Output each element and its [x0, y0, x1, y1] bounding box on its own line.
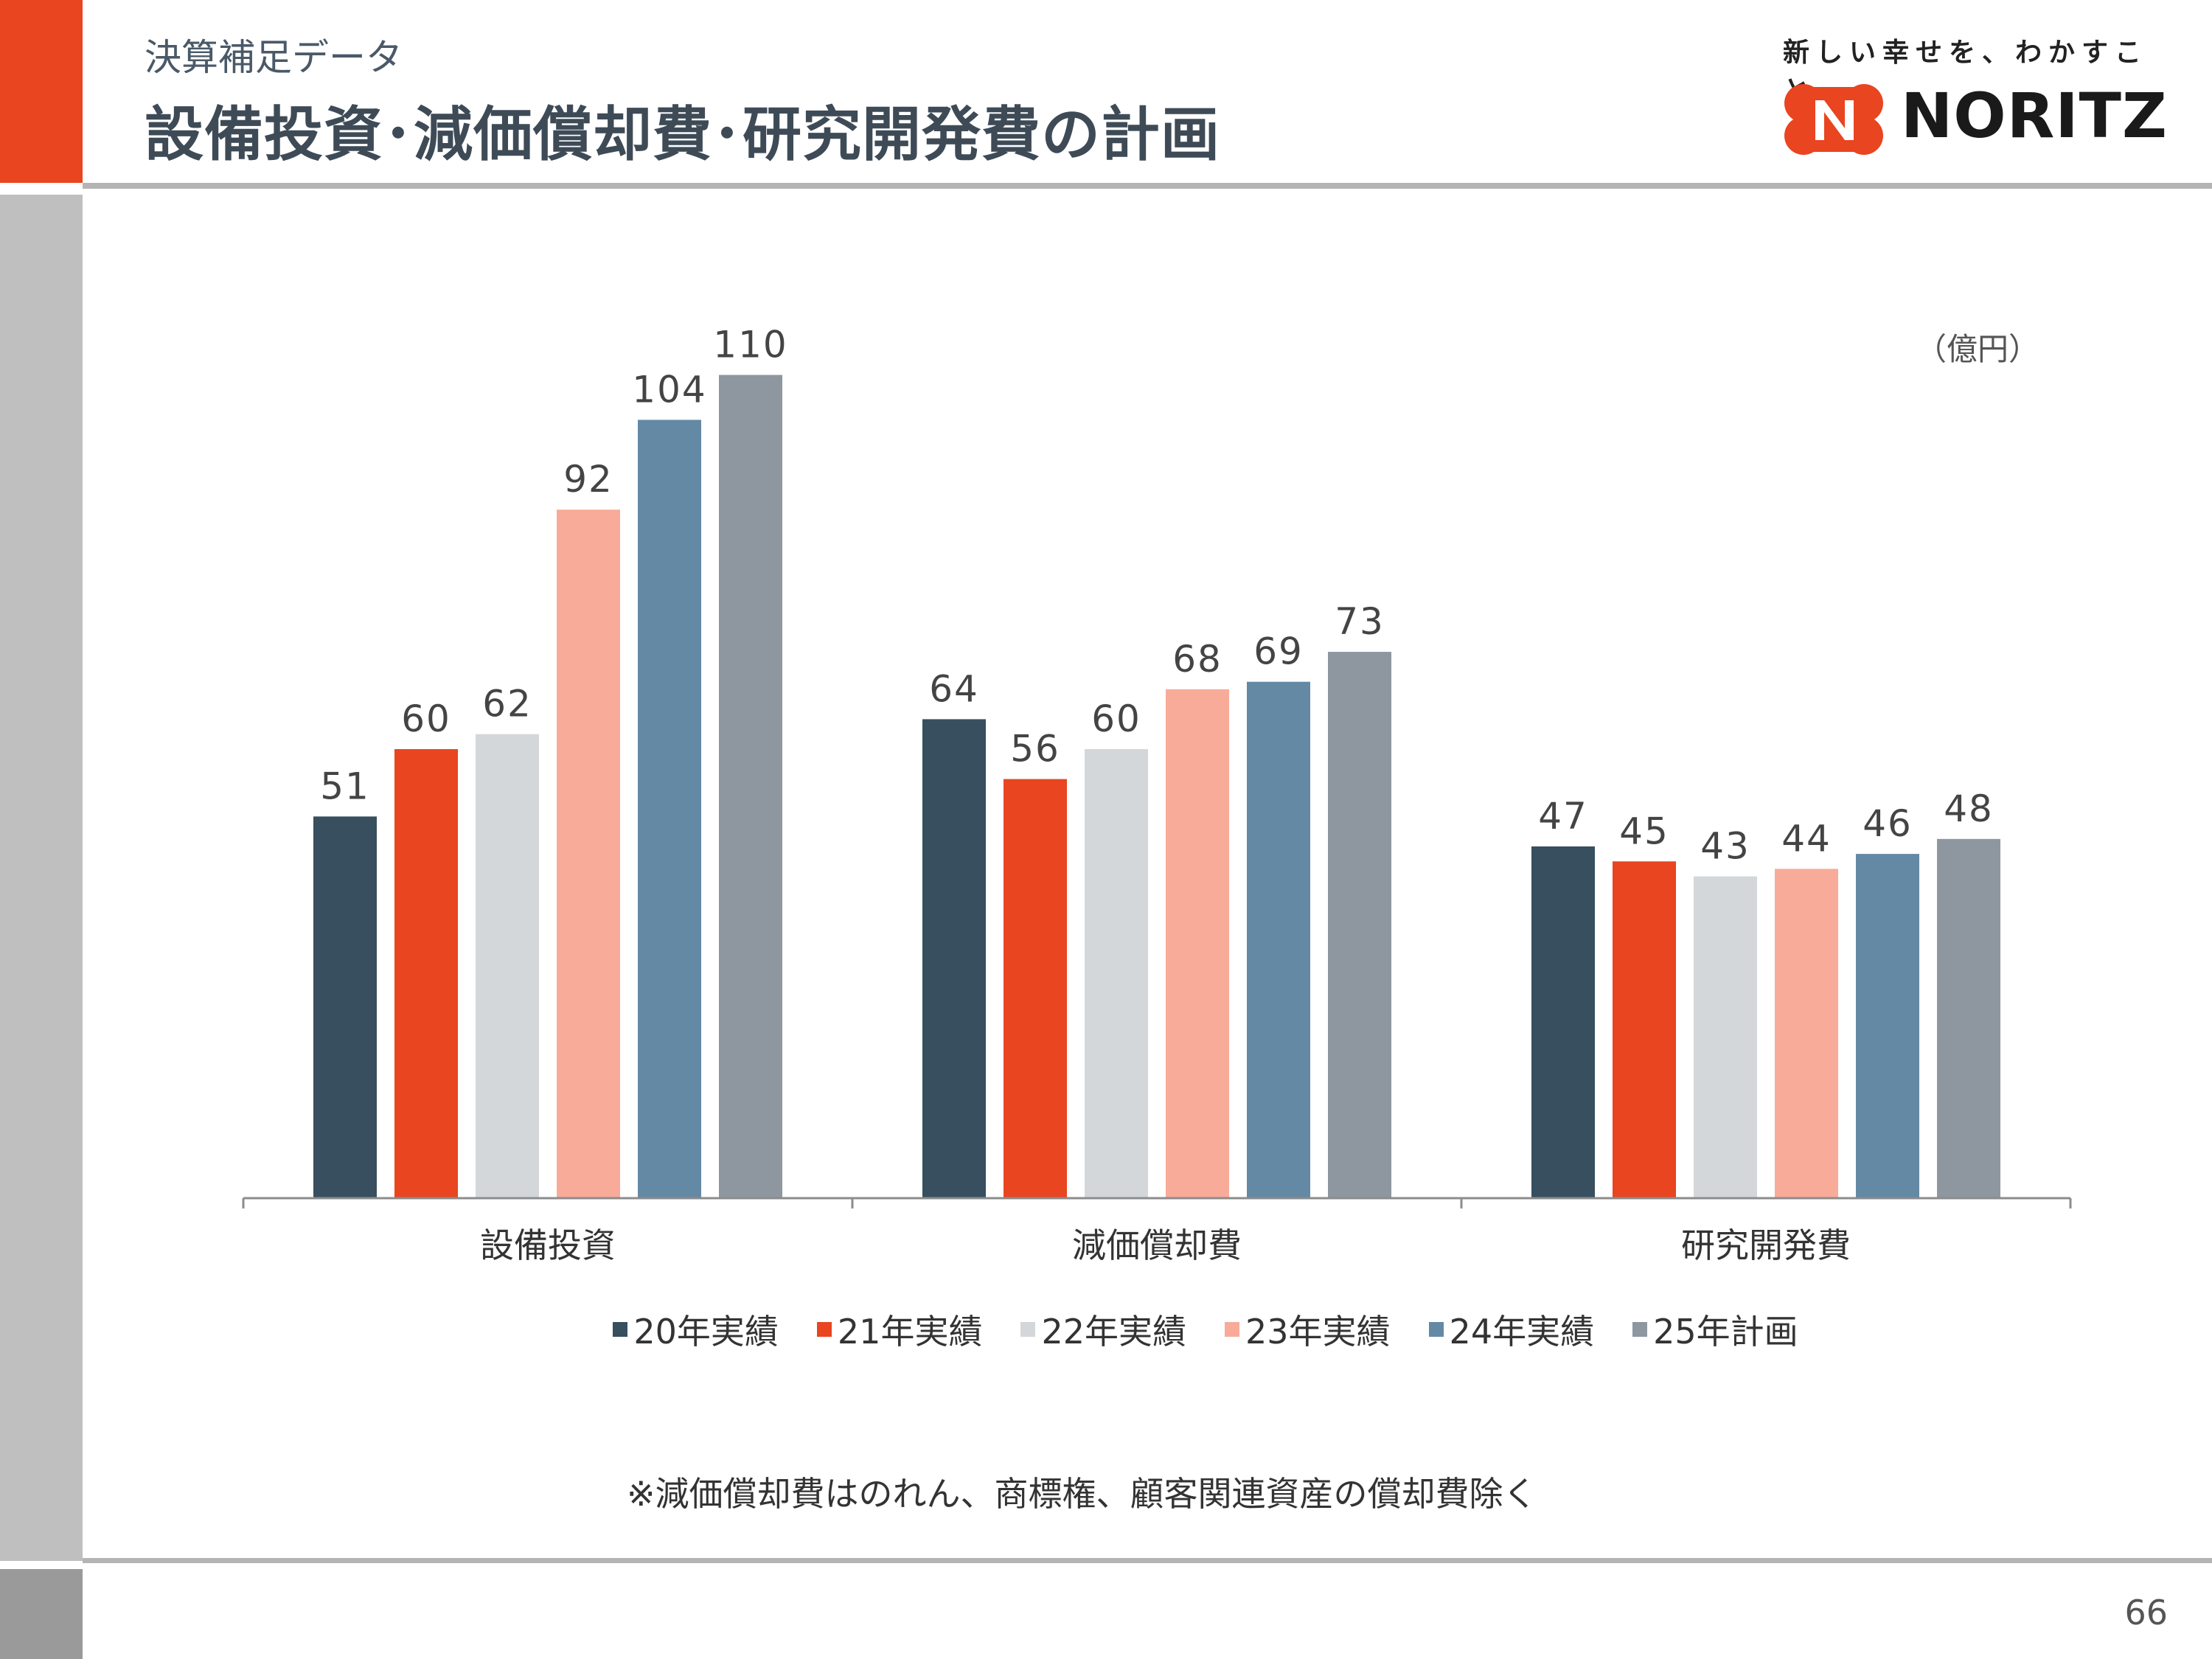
header-accent-block — [0, 0, 83, 183]
legend-swatch — [1428, 1322, 1444, 1337]
value-label-0-3: 92 — [563, 458, 613, 501]
footer-divider — [83, 1558, 2212, 1563]
footnote: ※減価償却費はのれん、商標権、顧客関連資産の償却費除く — [627, 1474, 1537, 1514]
bar-1-4 — [1247, 681, 1310, 1198]
value-label-1-0: 64 — [929, 667, 979, 710]
legend-label: 23年実績 — [1245, 1312, 1391, 1352]
header-divider — [83, 183, 2212, 189]
left-side-band — [0, 195, 83, 1561]
value-label-2-3: 44 — [1781, 817, 1832, 860]
bar-1-1 — [1004, 779, 1067, 1198]
bar-2-5 — [1937, 838, 2000, 1198]
value-label-0-2: 62 — [482, 683, 532, 726]
bar-0-0 — [313, 816, 377, 1198]
bars-layer — [313, 375, 2000, 1198]
bar-2-3 — [1775, 869, 1838, 1198]
bar-0-2 — [476, 734, 539, 1198]
legend-swatch — [816, 1322, 832, 1337]
bar-1-0 — [922, 719, 986, 1198]
value-label-2-1: 45 — [1619, 810, 1669, 852]
noritz-logo-icon — [1784, 84, 1883, 155]
bar-0-3 — [557, 509, 620, 1198]
bar-2-4 — [1856, 854, 1919, 1198]
value-label-0-5: 110 — [713, 324, 787, 366]
page-title: 設備投資･減価償却費･研究開発費の計画 — [145, 100, 1220, 169]
legend-item-3: 23年実績 — [1225, 1305, 1391, 1354]
value-label-1-5: 73 — [1335, 600, 1385, 643]
page-number: 66 — [2124, 1593, 2168, 1632]
legend-label: 24年実績 — [1449, 1312, 1595, 1352]
value-label-0-1: 60 — [401, 698, 451, 740]
bar-2-2 — [1694, 876, 1757, 1198]
legend-item-0: 20年実績 — [613, 1305, 779, 1354]
bar-1-2 — [1085, 749, 1148, 1198]
legend-label: 21年実績 — [837, 1312, 983, 1352]
legend-swatch — [1225, 1322, 1239, 1337]
footer-corner-block — [0, 1569, 83, 1659]
bar-1-5 — [1328, 652, 1391, 1198]
value-label-2-4: 46 — [1863, 802, 1913, 845]
category-label-1: 減価償却費 — [1072, 1225, 1242, 1265]
bar-1-3 — [1166, 689, 1229, 1198]
value-label-0-4: 104 — [632, 368, 706, 411]
legend-swatch — [1020, 1322, 1036, 1337]
legend-item-1: 21年実績 — [816, 1305, 983, 1354]
value-label-0-0: 51 — [320, 765, 370, 807]
legend-item-4: 24年実績 — [1428, 1305, 1595, 1354]
bar-2-1 — [1613, 861, 1676, 1198]
chart-legend: 20年実績 21年実績 22年実績 23年実績 24年実績 25年計画 — [0, 1305, 2212, 1354]
value-label-1-4: 69 — [1253, 630, 1304, 673]
section-subtitle: 決算補足データ — [145, 36, 403, 79]
value-label-2-0: 47 — [1538, 795, 1588, 838]
legend-label: 25年計画 — [1653, 1312, 1798, 1352]
legend-label: 20年実績 — [633, 1312, 779, 1352]
legend-item-5: 25年計画 — [1632, 1305, 1798, 1354]
value-label-1-3: 68 — [1172, 638, 1222, 681]
category-label-2: 研究開発費 — [1681, 1225, 1851, 1265]
legend-swatch — [613, 1322, 628, 1337]
bar-0-1 — [394, 749, 458, 1198]
chart-unit-label: （億円） — [1916, 331, 2040, 367]
legend-item-2: 22年実績 — [1020, 1305, 1186, 1354]
value-label-1-1: 56 — [1010, 728, 1060, 771]
value-label-2-5: 48 — [1944, 787, 1994, 830]
noritz-wordmark: NORITZ — [1901, 80, 2168, 152]
value-label-2-2: 43 — [1700, 825, 1750, 868]
category-label-0: 設備投資 — [480, 1225, 616, 1265]
bar-0-4 — [638, 420, 701, 1198]
value-label-1-2: 60 — [1091, 698, 1141, 740]
bar-2-0 — [1531, 846, 1595, 1198]
bar-0-5 — [719, 375, 782, 1198]
legend-label: 22年実績 — [1041, 1312, 1186, 1352]
legend-swatch — [1632, 1322, 1648, 1337]
x-axis: 設備投資 減価償却費 研究開発費 — [242, 1197, 2072, 1265]
